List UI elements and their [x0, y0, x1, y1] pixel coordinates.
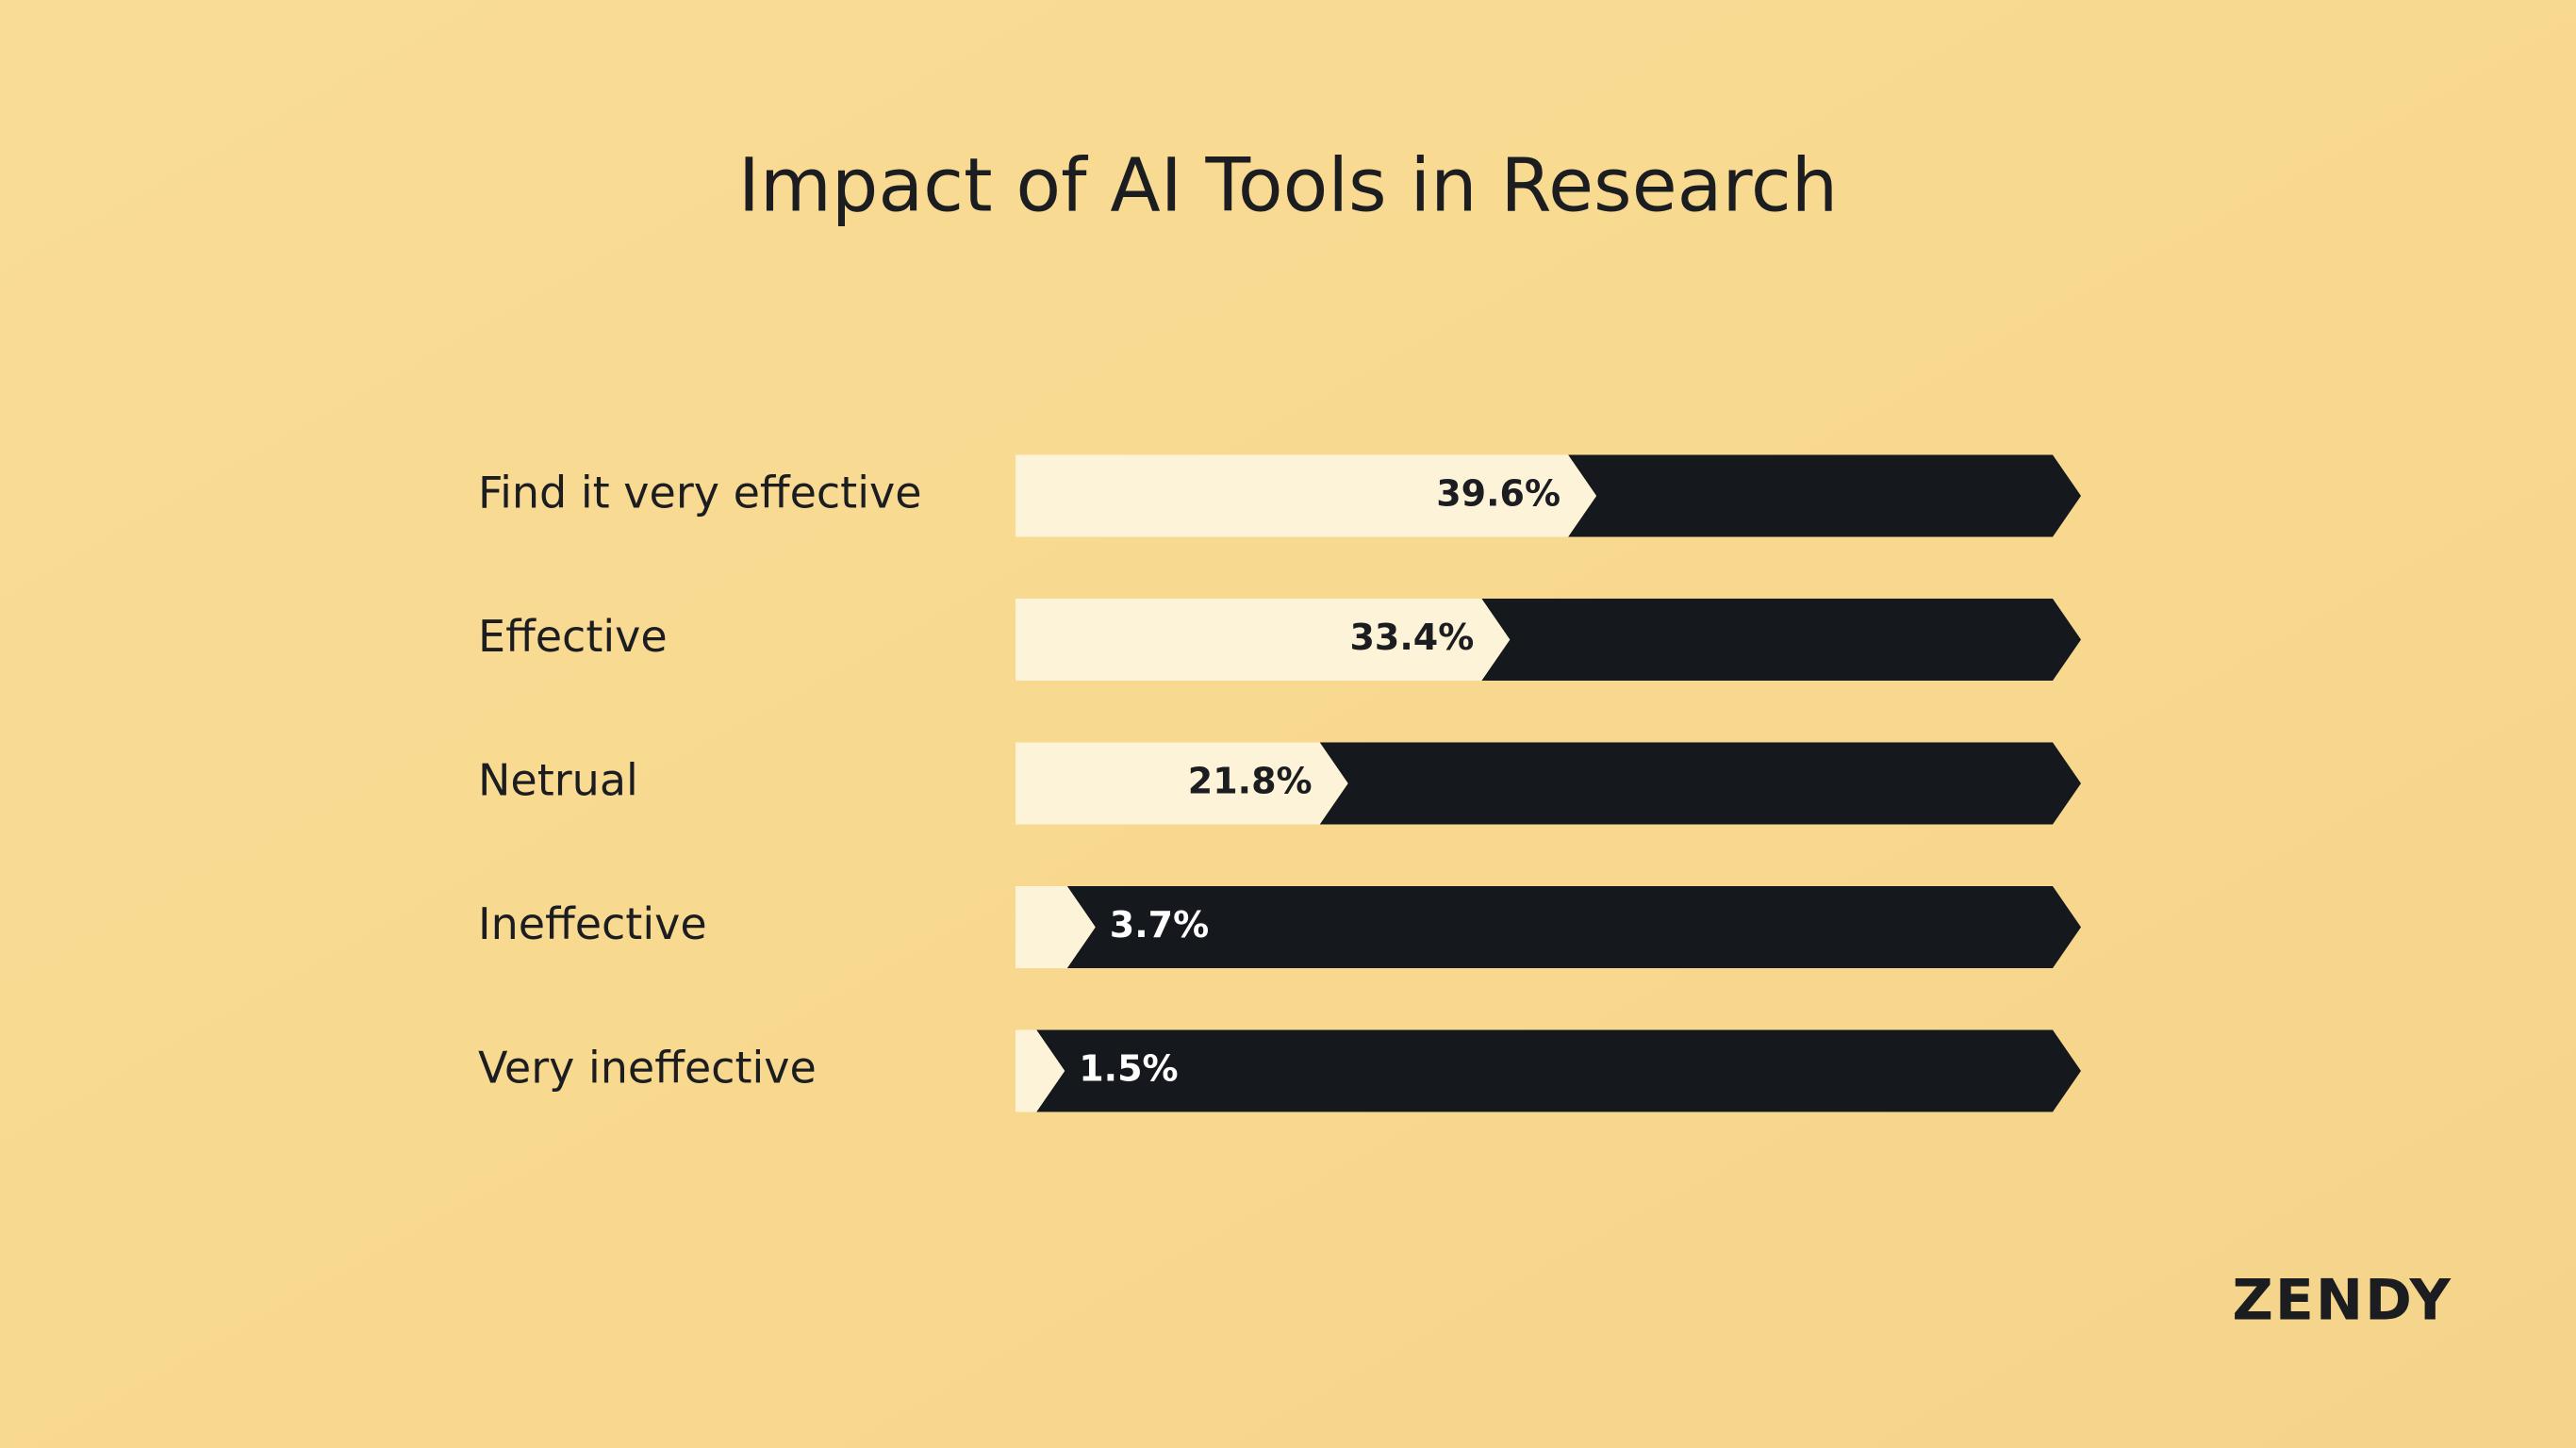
- bar-track: [1319, 742, 2081, 825]
- value-label: 33.4%: [1349, 617, 1474, 658]
- bar-track: [1568, 454, 2081, 537]
- bar: [1016, 1029, 1065, 1112]
- category-label: Effective: [478, 611, 668, 662]
- bar-track: [1036, 1029, 2081, 1112]
- value-label: 39.6%: [1436, 473, 1560, 515]
- bar-track: [1066, 886, 2081, 968]
- value-label: 21.8%: [1188, 761, 1313, 802]
- category-label: Very ineffective: [478, 1043, 817, 1094]
- category-label: Netrual: [478, 755, 638, 806]
- value-label: 3.7%: [1110, 904, 1209, 946]
- value-label: 1.5%: [1079, 1048, 1178, 1090]
- category-label: Ineffective: [478, 898, 707, 949]
- bar: [1016, 599, 1511, 681]
- chart-title: Impact of AI Tools in Research: [738, 143, 1838, 228]
- bar: [1016, 742, 1348, 825]
- category-label: Find it very effective: [478, 468, 922, 518]
- bar: [1016, 886, 1096, 968]
- logo: ZENDY: [2232, 1268, 2452, 1334]
- bar-track: [1481, 599, 2081, 681]
- bar: [1016, 454, 1597, 537]
